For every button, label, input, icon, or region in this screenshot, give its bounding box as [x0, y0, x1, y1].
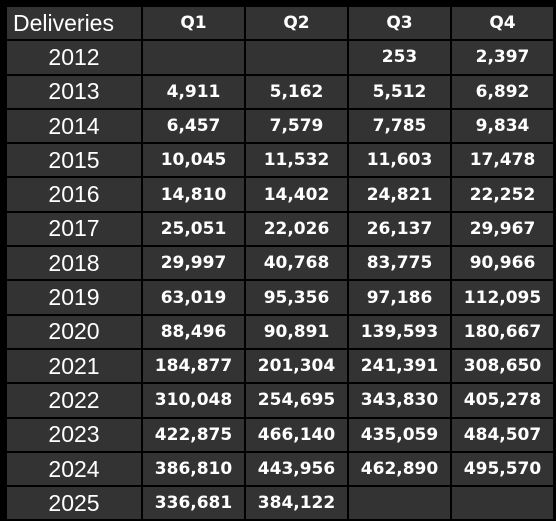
row-year-label: 2013 [5, 73, 143, 110]
data-cell-q3: 139,593 [347, 313, 452, 350]
deliveries-table-frame: Deliveries Q1 Q2 Q3 Q4 2012 253 2,397 2013 4… [5, 4, 555, 521]
data-cell-q1: 4,911 [141, 73, 246, 110]
row-year-label: 2022 [5, 382, 143, 419]
table-row: 2020 88,496 90,891 139,593 180,667 [5, 313, 555, 350]
data-cell-q1: 25,051 [141, 210, 246, 248]
table-row: 2023 422,875 466,140 435,059 484,507 [5, 416, 555, 453]
data-cell-q3: 462,890 [347, 450, 452, 488]
data-cell-q3: 11,603 [347, 142, 452, 179]
data-cell-q1: 29,997 [141, 245, 246, 282]
data-cell-q3: 435,059 [347, 416, 452, 453]
data-cell-q2 [244, 39, 349, 76]
table-row: 2018 29,997 40,768 83,775 90,966 [5, 245, 555, 282]
corner-label: Deliveries [5, 4, 143, 42]
data-cell-q1: 422,875 [141, 416, 246, 453]
row-year-label: 2025 [5, 485, 143, 521]
table-row: 2012 253 2,397 [5, 39, 555, 76]
row-year-label: 2021 [5, 347, 143, 385]
table-row: 2015 10,045 11,532 11,603 17,478 [5, 142, 555, 179]
table-row: 2013 4,911 5,162 5,512 6,892 [5, 73, 555, 110]
data-cell-q3: 253 [347, 39, 452, 76]
data-cell-q4: 6,892 [450, 73, 555, 110]
data-cell-q2: 254,695 [244, 382, 349, 419]
column-header-q3: Q3 [347, 4, 452, 42]
data-cell-q4 [450, 485, 555, 521]
data-cell-q3: 24,821 [347, 176, 452, 213]
data-cell-q1 [141, 39, 246, 76]
data-cell-q3: 97,186 [347, 279, 452, 316]
data-cell-q4: 405,278 [450, 382, 555, 419]
data-cell-q3: 241,391 [347, 347, 452, 385]
column-header-q1: Q1 [141, 4, 246, 42]
data-cell-q4: 112,095 [450, 279, 555, 316]
table-row: 2021 184,877 201,304 241,391 308,650 [5, 347, 555, 385]
data-cell-q4: 495,570 [450, 450, 555, 488]
row-year-label: 2016 [5, 176, 143, 213]
data-cell-q4: 484,507 [450, 416, 555, 453]
data-cell-q4: 9,834 [450, 107, 555, 145]
data-cell-q4: 180,667 [450, 313, 555, 350]
data-cell-q4: 90,966 [450, 245, 555, 282]
data-cell-q1: 63,019 [141, 279, 246, 316]
data-cell-q1: 386,810 [141, 450, 246, 488]
row-year-label: 2017 [5, 210, 143, 248]
table-row: 2022 310,048 254,695 343,830 405,278 [5, 382, 555, 419]
data-cell-q2: 443,956 [244, 450, 349, 488]
row-year-label: 2020 [5, 313, 143, 350]
header-row: Deliveries Q1 Q2 Q3 Q4 [5, 4, 555, 42]
data-cell-q4: 308,650 [450, 347, 555, 385]
data-cell-q2: 7,579 [244, 107, 349, 145]
data-cell-q2: 466,140 [244, 416, 349, 453]
row-year-label: 2024 [5, 450, 143, 488]
data-cell-q2: 14,402 [244, 176, 349, 213]
row-year-label: 2018 [5, 245, 143, 282]
row-year-label: 2015 [5, 142, 143, 179]
table-row: 2016 14,810 14,402 24,821 22,252 [5, 176, 555, 213]
data-cell-q3: 7,785 [347, 107, 452, 145]
table-body: 2012 253 2,397 2013 4,911 5,162 5,512 6,892 2014… [5, 39, 555, 521]
data-cell-q3 [347, 485, 452, 521]
data-cell-q1: 310,048 [141, 382, 246, 419]
table-row: 2024 386,810 443,956 462,890 495,570 [5, 450, 555, 488]
data-cell-q1: 10,045 [141, 142, 246, 179]
data-cell-q2: 384,122 [244, 485, 349, 521]
data-cell-q2: 22,026 [244, 210, 349, 248]
data-cell-q1: 336,681 [141, 485, 246, 521]
data-cell-q3: 83,775 [347, 245, 452, 282]
data-cell-q3: 26,137 [347, 210, 452, 248]
deliveries-table: Deliveries Q1 Q2 Q3 Q4 2012 253 2,397 2013 4… [5, 4, 555, 521]
data-cell-q1: 14,810 [141, 176, 246, 213]
data-cell-q2: 40,768 [244, 245, 349, 282]
data-cell-q3: 343,830 [347, 382, 452, 419]
data-cell-q2: 95,356 [244, 279, 349, 316]
data-cell-q4: 22,252 [450, 176, 555, 213]
data-cell-q2: 201,304 [244, 347, 349, 385]
row-year-label: 2023 [5, 416, 143, 453]
data-cell-q4: 29,967 [450, 210, 555, 248]
row-year-label: 2012 [5, 39, 143, 76]
data-cell-q4: 17,478 [450, 142, 555, 179]
data-cell-q2: 11,532 [244, 142, 349, 179]
table-row: 2017 25,051 22,026 26,137 29,967 [5, 210, 555, 248]
data-cell-q3: 5,512 [347, 73, 452, 110]
data-cell-q1: 184,877 [141, 347, 246, 385]
row-year-label: 2014 [5, 107, 143, 145]
data-cell-q1: 88,496 [141, 313, 246, 350]
data-cell-q2: 5,162 [244, 73, 349, 110]
table-row: 2014 6,457 7,579 7,785 9,834 [5, 107, 555, 145]
table-row: 2019 63,019 95,356 97,186 112,095 [5, 279, 555, 316]
data-cell-q4: 2,397 [450, 39, 555, 76]
table-row: 2025 336,681 384,122 [5, 485, 555, 521]
row-year-label: 2019 [5, 279, 143, 316]
data-cell-q1: 6,457 [141, 107, 246, 145]
column-header-q4: Q4 [450, 4, 555, 42]
data-cell-q2: 90,891 [244, 313, 349, 350]
column-header-q2: Q2 [244, 4, 349, 42]
